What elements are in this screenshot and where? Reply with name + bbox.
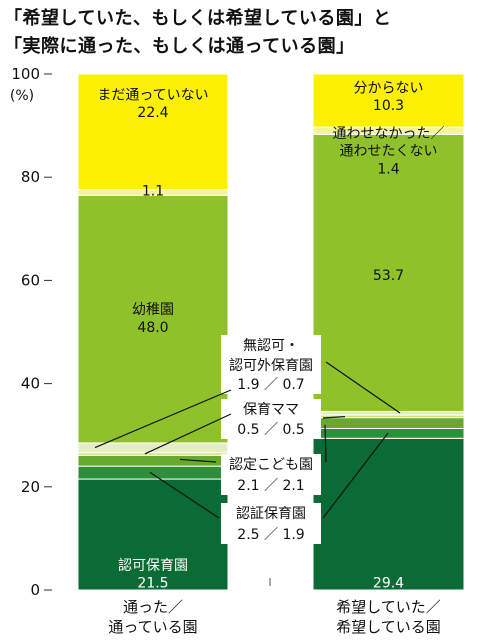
leader-line — [322, 416, 346, 419]
data-label: 29.4 — [373, 575, 404, 591]
data-label: 21.5 — [137, 575, 168, 591]
data-label: 分からない — [354, 80, 424, 96]
callout-label: 1.9 ／ 0.7 — [237, 377, 304, 393]
callout-background — [221, 503, 321, 544]
callout-label: 認証保育園 — [236, 506, 306, 522]
bar-segment — [312, 417, 465, 429]
y-tick-label: 60 — [21, 271, 40, 289]
leader-line — [322, 432, 389, 519]
data-label: 通わせたくない — [340, 143, 438, 159]
data-label: 1.4 — [377, 161, 399, 177]
y-tick-label: 0 — [30, 581, 40, 599]
bar-segment — [77, 442, 229, 454]
chart-title-line1: 「希望していた、もしくは希望している園」と — [4, 8, 392, 29]
y-tick-label: 80 — [21, 168, 40, 186]
x-category-label: 通っている園 — [108, 618, 197, 636]
data-label: 通わせなかった／ — [333, 126, 445, 142]
leader-line — [179, 458, 217, 463]
callout-label: 認可外保育園 — [229, 358, 313, 374]
leader-line — [325, 361, 401, 414]
x-category-label: 通った／ — [123, 598, 183, 616]
leader-line — [144, 413, 232, 455]
data-label: 53.7 — [373, 268, 404, 284]
callout-background — [221, 399, 321, 439]
x-category-label: 希望している園 — [336, 618, 441, 636]
callout-label: 無認可・ — [243, 338, 299, 354]
callout-label: 2.1 ／ 2.1 — [237, 478, 304, 494]
callout-label: 認定こども園 — [229, 457, 313, 473]
x-category-label: 希望していた／ — [336, 598, 441, 616]
bar-segment — [77, 465, 229, 480]
callout-background — [221, 335, 321, 394]
y-tick-label: 40 — [21, 375, 40, 393]
bar-segment — [312, 410, 465, 416]
data-label: 22.4 — [137, 105, 168, 121]
bar-segment — [312, 73, 465, 128]
y-tick-label: 100 — [11, 65, 40, 83]
data-label: まだ通っていない — [97, 88, 208, 104]
callout-label: 0.5 ／ 0.5 — [237, 422, 304, 438]
callout-label: 2.5 ／ 1.9 — [237, 527, 304, 543]
chart-title-line2: 「実際に通った、もしくは通っている園」 — [4, 36, 355, 57]
bar-segment — [77, 73, 229, 191]
bar-segment — [312, 437, 465, 591]
data-label: 1.1 — [142, 184, 164, 200]
callout-label: 保育ママ — [243, 402, 299, 418]
y-unit-label: (%) — [10, 88, 34, 104]
leader-line — [149, 471, 220, 519]
data-label: 48.0 — [137, 320, 168, 336]
data-label: 10.3 — [373, 98, 404, 114]
leader-line — [324, 424, 327, 463]
data-label: 幼稚園 — [132, 302, 174, 318]
data-label: 認可保育園 — [118, 558, 188, 574]
leader-line — [94, 389, 232, 449]
callout-background — [221, 454, 321, 495]
bar-segment — [312, 427, 465, 439]
bar-segment — [312, 133, 465, 412]
y-tick-label: 20 — [21, 478, 40, 496]
